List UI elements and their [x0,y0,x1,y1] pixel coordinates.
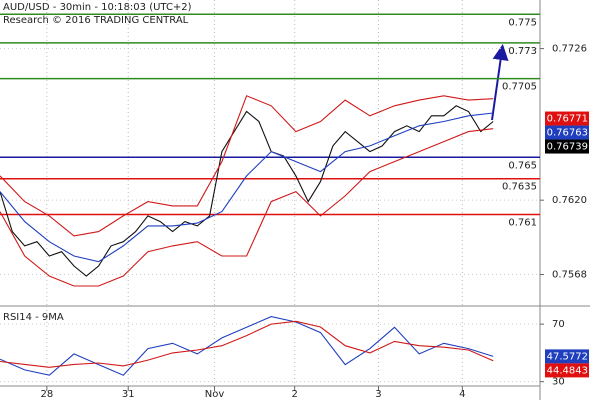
price-tag: 44.4843 [545,363,589,378]
price-tag-box [545,363,589,378]
price-tag: 0.76763 [545,125,589,140]
price-tag: 47.5772 [545,349,589,364]
x-tick-label: 3 [375,389,381,400]
price-tag: 0.76771 [545,111,589,126]
price-tag-label: 47.5772 [547,351,588,362]
y-tick-label: 30 [552,377,565,388]
series-line [0,112,494,263]
series-line [0,128,494,287]
x-tick-label: 31 [122,389,135,400]
x-tick-label: 4 [459,389,465,400]
rsi-title: RSI14 - 9MA [3,312,64,323]
level-label: 0.775 [508,17,537,28]
level-label: 0.761 [508,217,537,228]
forecast-arrow [491,44,509,121]
price-tag-label: 0.76763 [547,128,588,139]
price-tag-box [545,125,589,140]
x-tick-label: 28 [40,389,53,400]
series-line [0,320,494,368]
y-tick-label: 70 [552,319,565,330]
level-label: 0.773 [508,46,537,57]
level-label: 0.7635 [502,182,537,193]
price-tag-label: 0.76771 [547,114,588,125]
level-label: 0.7705 [502,82,537,93]
x-tick-label: Nov [205,389,225,400]
price-tag-box [545,139,589,154]
y-tick-label: 0.7620 [552,195,587,206]
chart-title: AUD/USD - 30min - 10:18:03 (UTC+2) [3,2,192,13]
series-line [0,316,494,376]
price-tag-box [545,111,589,126]
series-line [0,95,494,237]
x-tick-label: 2 [291,389,297,400]
y-tick-label: 0.7726 [552,44,587,55]
chart-subtitle: Research © 2016 TRADING CENTRAL [3,15,189,26]
price-tag-label: 44.4843 [547,365,588,376]
y-tick-label: 0.7568 [552,270,587,281]
price-tag: 0.76739 [545,139,589,154]
price-tag-box [545,349,589,364]
series-line [0,105,494,277]
price-tag-label: 0.76739 [547,142,588,153]
level-label: 0.765 [508,160,537,171]
